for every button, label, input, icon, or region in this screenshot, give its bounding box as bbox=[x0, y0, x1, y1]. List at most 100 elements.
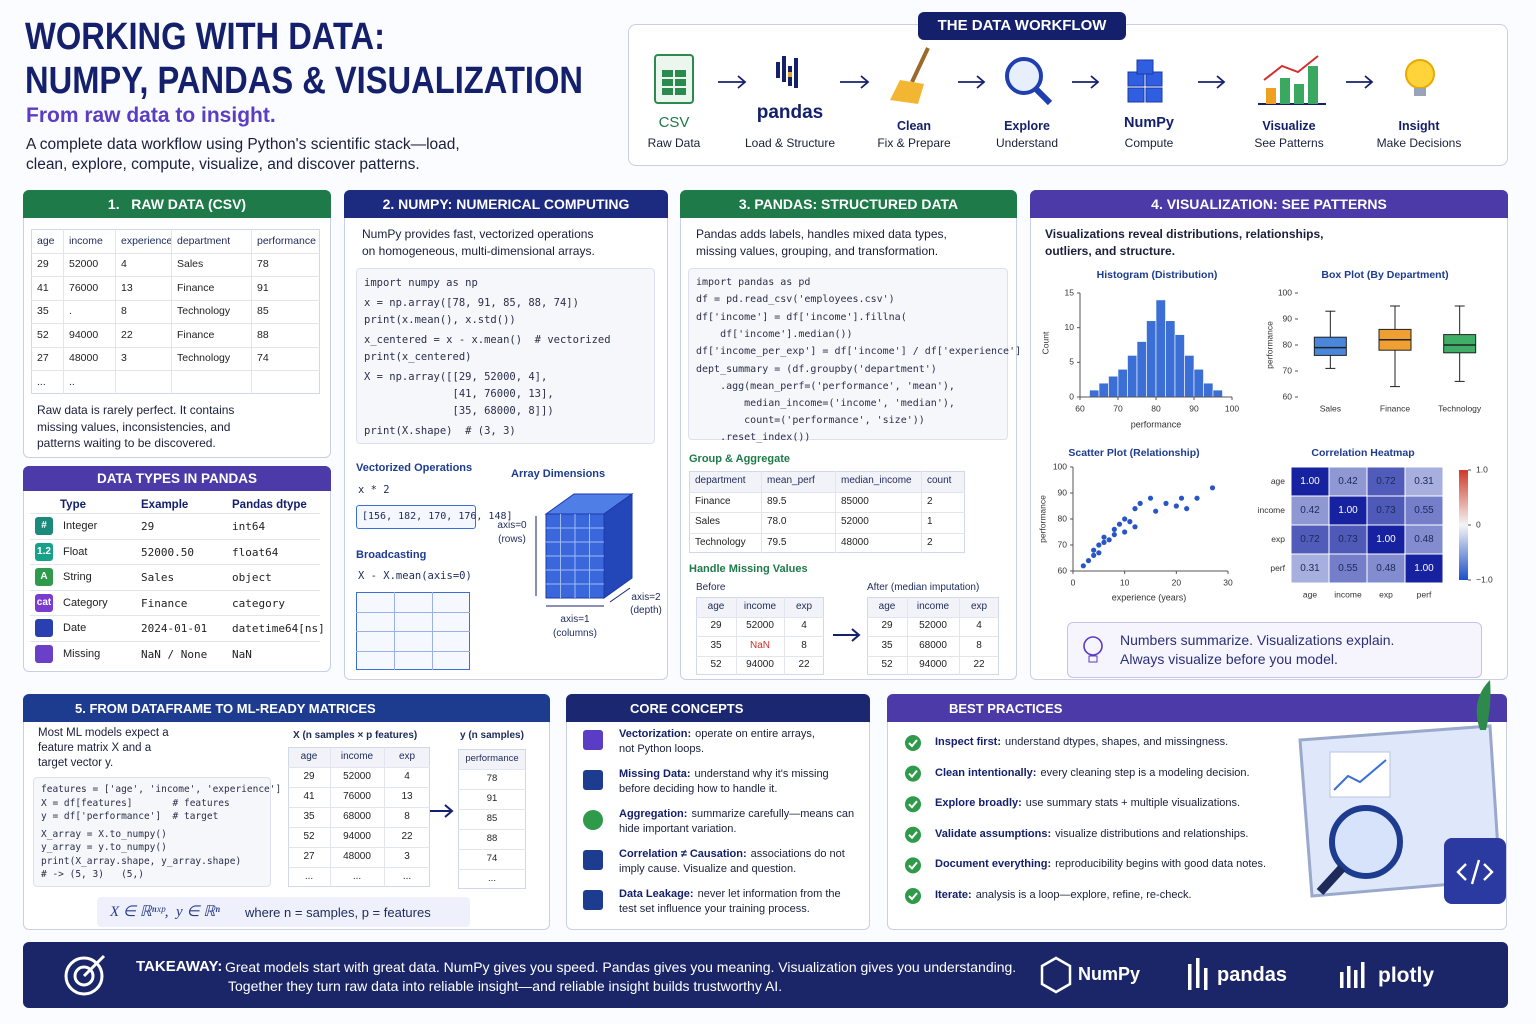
col-line bbox=[835, 471, 836, 553]
code-line: [35, 68000, 8]]) bbox=[364, 405, 554, 417]
cell: 52000 bbox=[841, 516, 869, 528]
cell: 94000 bbox=[69, 328, 99, 341]
column-header: Type bbox=[60, 499, 86, 511]
subheading: Handle Missing Values bbox=[689, 563, 808, 575]
step-caption: Understand bbox=[995, 136, 1059, 150]
row-line bbox=[689, 512, 965, 513]
code-line: print(x.mean(), x.std()) bbox=[364, 314, 516, 326]
cell: Float bbox=[63, 545, 88, 558]
row-line bbox=[31, 323, 320, 324]
cell: income bbox=[916, 600, 950, 612]
cell: 68000 bbox=[343, 811, 371, 822]
subheading: y (n samples) bbox=[460, 730, 524, 741]
row-line bbox=[867, 616, 999, 618]
cell: performance bbox=[465, 753, 519, 765]
practice-text: analysis is a loop—explore, refine, re-c… bbox=[975, 889, 1192, 901]
cell: Date bbox=[63, 622, 87, 634]
text-line: target vector y. bbox=[38, 757, 114, 769]
cell: Sales bbox=[695, 516, 721, 528]
table-header bbox=[289, 748, 429, 767]
concept-text: associations do not bbox=[750, 848, 845, 860]
step-label: Explore bbox=[1004, 119, 1050, 133]
col-line bbox=[736, 597, 737, 675]
dtype-icon bbox=[35, 517, 53, 535]
cell: 52 bbox=[37, 328, 49, 341]
cell: 85 bbox=[257, 305, 269, 317]
cell: 29 bbox=[881, 620, 893, 632]
cell: .. bbox=[69, 375, 75, 388]
cell: income bbox=[743, 600, 777, 612]
cell: int64 bbox=[232, 520, 266, 533]
cell: 29 bbox=[37, 258, 49, 270]
cell: 3 bbox=[121, 352, 127, 364]
col-line bbox=[330, 747, 331, 887]
cell: exp bbox=[970, 600, 988, 612]
concept-text: never let information from the bbox=[697, 888, 841, 900]
cell: NaN bbox=[232, 647, 252, 661]
text-line: on homogeneous, multi-dimensional arrays… bbox=[362, 244, 595, 258]
row-line bbox=[696, 655, 824, 657]
row-line bbox=[696, 616, 824, 618]
cell: Finance bbox=[177, 328, 215, 341]
col-line bbox=[251, 229, 252, 394]
col-line bbox=[959, 597, 960, 675]
cell: 35 bbox=[37, 305, 49, 317]
cell: 48000 bbox=[841, 536, 869, 548]
dtype-icon bbox=[35, 593, 53, 612]
description: A complete data workflow using Python's … bbox=[26, 136, 460, 153]
code-line: print(x_centered) bbox=[364, 351, 472, 363]
cell: 41 bbox=[37, 281, 49, 294]
concept-term: Data Leakage: bbox=[619, 888, 694, 900]
dtype-icon bbox=[35, 644, 53, 663]
cell: 29 bbox=[141, 520, 155, 533]
cell: 1 bbox=[927, 516, 933, 528]
result: [156, 182, 170, 176, 148] bbox=[362, 511, 513, 522]
text-line: Raw data is rarely perfect. It contains bbox=[37, 403, 235, 417]
description: clean, explore, compute, visualize, and … bbox=[26, 156, 420, 173]
cell: 8 bbox=[801, 639, 807, 651]
concept-term: Aggregation: bbox=[619, 808, 688, 820]
cell: 22 bbox=[973, 659, 985, 671]
cell: 79.5 bbox=[767, 536, 787, 548]
practice-term: Explore broadly: bbox=[935, 797, 1022, 810]
col-line bbox=[761, 471, 762, 553]
note-line: Always visualize before you model. bbox=[1120, 651, 1338, 667]
code-box bbox=[356, 268, 655, 444]
code-line: dept_summary = (df.groupby('department') bbox=[696, 363, 937, 375]
axis-label: (columns) bbox=[553, 628, 597, 639]
cell: 78.0 bbox=[767, 516, 787, 528]
practice-text: every cleaning step is a modeling decisi… bbox=[1040, 766, 1250, 779]
panel bbox=[23, 466, 331, 672]
text-line: feature matrix X and a bbox=[38, 742, 152, 754]
cell: 8 bbox=[976, 639, 982, 651]
cell: exp bbox=[398, 751, 416, 762]
code-line: import pandas as pd bbox=[696, 277, 811, 288]
cell: 22 bbox=[121, 328, 133, 341]
cell: float64 bbox=[232, 545, 279, 559]
cell: String bbox=[63, 571, 92, 583]
cell: Technology bbox=[177, 305, 231, 317]
cell: ... bbox=[402, 871, 412, 882]
logo: plotly bbox=[1378, 964, 1434, 987]
panel-header bbox=[1030, 190, 1508, 218]
cell: 29 bbox=[710, 620, 722, 632]
subheading: X (n samples × p features) bbox=[293, 730, 418, 741]
row-line bbox=[30, 615, 320, 616]
axis-label: (rows) bbox=[498, 534, 526, 545]
cell: mean_perf bbox=[767, 475, 815, 487]
logo: NumPy bbox=[1078, 964, 1141, 984]
note-box bbox=[1067, 622, 1482, 678]
cell: 22 bbox=[401, 831, 413, 842]
panel-title: BEST PRACTICES bbox=[949, 701, 1063, 716]
step-label: NumPy bbox=[1124, 115, 1174, 131]
cell: median_income bbox=[841, 475, 912, 487]
cell: 76000 bbox=[343, 791, 371, 802]
cell: Technology bbox=[177, 352, 231, 364]
row-line bbox=[30, 640, 320, 642]
code-line: .reset_index()) bbox=[696, 431, 811, 443]
cell: category bbox=[232, 596, 285, 610]
table-header bbox=[459, 750, 525, 769]
panel-title: 1. RAW DATA (CSV) bbox=[107, 196, 247, 212]
cell: 52 bbox=[881, 659, 893, 671]
cell: experience bbox=[121, 234, 173, 247]
